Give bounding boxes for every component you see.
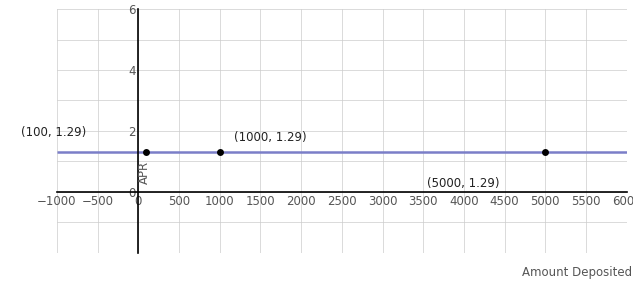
Text: APR: APR: [139, 161, 151, 184]
X-axis label: Amount Deposited in Account: Amount Deposited in Account: [522, 266, 633, 279]
Text: (5000, 1.29): (5000, 1.29): [427, 177, 499, 190]
Text: (100, 1.29): (100, 1.29): [22, 126, 87, 139]
Text: (1000, 1.29): (1000, 1.29): [234, 131, 306, 144]
